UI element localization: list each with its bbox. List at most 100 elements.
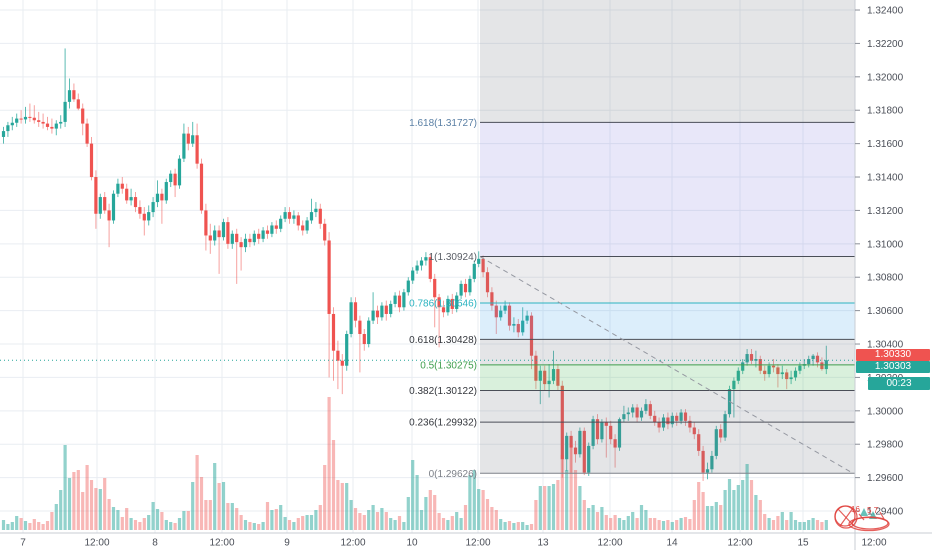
volume-bar [719, 505, 723, 530]
volume-bar [6, 524, 10, 530]
volume-bar [776, 516, 780, 530]
volume-bar [323, 465, 327, 530]
volume-bar [701, 492, 705, 530]
volume-bar [679, 518, 683, 530]
candle-body [28, 116, 32, 118]
candle-body [670, 415, 674, 425]
volume-bar [261, 522, 265, 530]
candle-body [314, 208, 318, 213]
volume-bar [45, 521, 50, 530]
candle-body [6, 125, 10, 132]
candle-body [455, 295, 459, 309]
volume-bar [283, 517, 287, 530]
candle-body [23, 116, 28, 120]
volume-bar [578, 486, 582, 530]
candle-body [587, 445, 591, 473]
candle-body [353, 302, 358, 321]
volume-bar [98, 489, 102, 530]
candle-body [573, 447, 578, 455]
volume-bar [767, 518, 771, 530]
candle-body [622, 414, 626, 420]
candle-body [741, 362, 745, 371]
candle-body [551, 369, 556, 381]
volume-bar [560, 455, 564, 530]
price-axis-label: 1.29800 [867, 440, 904, 451]
volume-bar [54, 504, 58, 530]
sketch-text[interactable]: 5 7 [867, 506, 879, 515]
candle-body [380, 305, 384, 318]
volume-bar [494, 510, 498, 530]
volume-bar [318, 505, 322, 530]
fib-level-label: 0.236(1.29932) [409, 418, 477, 429]
price-axis-label: 1.31000 [867, 239, 904, 250]
sketch-stroke[interactable] [858, 513, 865, 521]
candle-body [362, 334, 366, 345]
candle-body [785, 372, 789, 380]
sketch-stroke[interactable] [839, 507, 854, 527]
candle-body [490, 292, 494, 306]
candle-body [807, 359, 811, 365]
candle-body [754, 359, 758, 361]
volume-bar [314, 510, 318, 530]
candle-body [450, 298, 454, 309]
candle-body [521, 320, 525, 333]
volume-bar [226, 503, 230, 530]
volume-bar [754, 495, 758, 530]
volume-bar [67, 478, 72, 530]
candle-body [710, 455, 714, 470]
volume-bar [402, 522, 406, 530]
volume-bar [10, 522, 14, 530]
volume-bar [411, 460, 415, 530]
candle-body [639, 410, 644, 418]
volume-bar [600, 507, 604, 530]
candle-body [683, 412, 688, 421]
candle-body [103, 197, 107, 211]
volume-bar [697, 482, 701, 530]
volume-bar [133, 520, 138, 530]
candle-body [283, 212, 287, 219]
volume-bar [274, 509, 278, 530]
volume-bar [481, 490, 485, 530]
candle-body [204, 210, 208, 236]
volume-bar [292, 522, 296, 530]
volume-bar [710, 506, 714, 530]
price-axis-label: 1.31600 [867, 139, 904, 150]
sketch-stroke[interactable] [879, 511, 885, 520]
candle-body [591, 419, 595, 446]
sketch-text[interactable]: 16 [851, 505, 860, 514]
time-axis-label: 14 [666, 538, 678, 549]
volume-bar [507, 521, 512, 530]
volume-bar [811, 518, 815, 530]
candle-body [675, 415, 679, 421]
candle-body [763, 370, 767, 375]
candle-body [340, 360, 344, 366]
price-axis-label: 1.31200 [867, 206, 904, 217]
volume-bar [239, 515, 243, 530]
candle-body [811, 355, 815, 360]
candle-body [120, 183, 124, 189]
sketch-teal-mark[interactable] [860, 508, 868, 516]
volume-bar [653, 518, 657, 530]
volume-bar [534, 500, 538, 530]
volume-bar [613, 515, 617, 530]
candle-body [415, 265, 419, 271]
candle-body [529, 315, 534, 356]
volume-bar [807, 520, 811, 530]
volume-bar [745, 464, 749, 530]
volume-bar [463, 505, 468, 530]
candle-body [604, 422, 608, 426]
price-axis-label: 1.31800 [867, 106, 904, 117]
volume-bar [499, 519, 503, 530]
candle-body [98, 197, 102, 214]
volume-bar [485, 499, 490, 530]
candle-body [1, 131, 6, 137]
candle-body [116, 183, 120, 194]
volume-bar [705, 506, 710, 530]
sketch-ellipse[interactable] [834, 505, 856, 527]
candle-body [679, 412, 683, 421]
volume-bar [661, 521, 666, 530]
volume-bar [749, 480, 754, 530]
volume-bar [503, 522, 507, 530]
